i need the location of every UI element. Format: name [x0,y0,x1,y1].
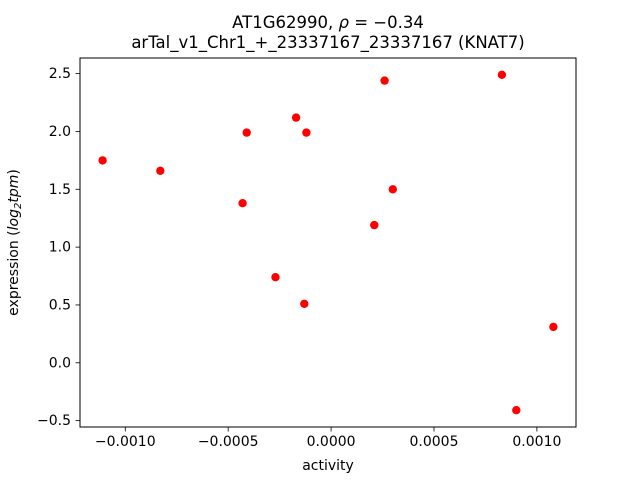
data-point [238,199,247,208]
data-point [388,185,397,194]
axes-spines [79,57,577,428]
plot-title-line2: arTal_v1_Chr1_+_23337167_23337167 (KNAT7… [131,33,524,53]
y-tick-label: 1.0 [49,240,71,256]
x-tick-label: −0.0005 [198,434,259,450]
data-point [549,322,558,332]
data-point [497,70,507,80]
axis-ticks: −0.0010 −0.0005 0.0000 0.0005 0.0010 −0.5 0.0 0… [37,66,561,450]
data-point [380,76,389,85]
y-tick-label: 2.5 [49,66,71,82]
y-axis-label: expression (log2tpm) [6,169,24,316]
data-point [302,128,311,137]
plot-title-line1: AT1G62990, ρ = −0.34 [232,13,424,32]
x-tick-label: 0.0005 [409,434,458,450]
x-tick-label: 0.0010 [512,434,561,450]
x-tick-label: 0.0000 [307,434,356,450]
data-point [156,166,165,175]
data-points [98,70,558,415]
y-tick-label: 0.0 [49,355,71,371]
data-point [291,113,301,122]
y-tick-label: 0.5 [49,297,71,313]
x-axis-label: activity [302,458,354,474]
data-point [512,406,521,415]
x-tick-label: −0.0010 [95,434,156,450]
y-tick-label: −0.5 [37,413,71,429]
y-tick-label: 2.0 [49,124,71,140]
data-point [370,220,379,230]
data-point [242,128,251,137]
data-point [271,273,280,282]
y-tick-label: 1.5 [49,182,71,198]
data-point [300,299,309,308]
data-point [98,156,107,165]
